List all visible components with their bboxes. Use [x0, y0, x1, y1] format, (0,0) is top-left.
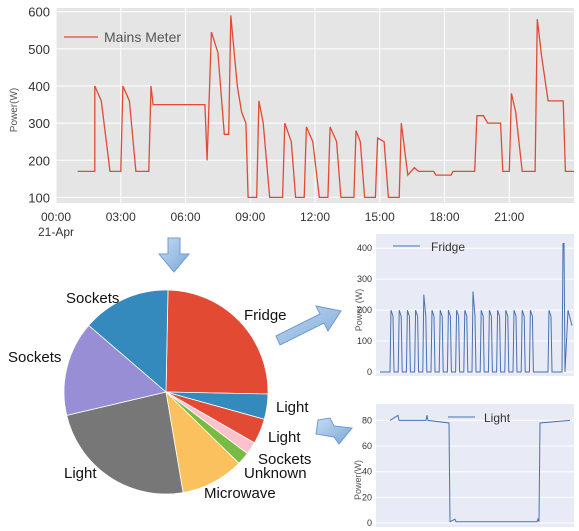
fridge-arrow [275, 305, 342, 346]
mains-x-sublabel: 21-Apr [38, 225, 74, 239]
mains-y-axis-label: Power(W) [9, 88, 20, 132]
fridge-y-ticks: 0 100 200 300 400 [357, 243, 372, 377]
appliance-pie-chart [63, 289, 269, 495]
light-y-axis-label: Power(W) [353, 460, 363, 500]
pie-label-sockets: Sockets [66, 290, 119, 307]
pie-label-sockets: Sockets [8, 349, 61, 366]
mains-x-tick-label: 00:00 [41, 210, 71, 224]
fridge-series-line [380, 243, 573, 373]
mains-series-line [77, 15, 574, 199]
fridge-y-axis-label: Power (W) [354, 289, 364, 332]
light-y-tick-label: 20 [362, 492, 372, 502]
light-legend-label: Light [484, 411, 511, 425]
light-y-tick-label: 60 [362, 441, 372, 451]
mains-y-tick-label: 500 [28, 42, 50, 57]
light-legend: Light [448, 411, 511, 425]
mains-x-tick-label: 21:00 [494, 210, 524, 224]
pie-slice-fridge [165, 289, 269, 395]
fridge-legend: Fridge [393, 240, 465, 254]
mains-y-tick-label: 400 [28, 79, 50, 94]
pie-label-light: Light [64, 465, 97, 482]
fridge-plot-background [376, 234, 574, 376]
mains-x-tick-label: 12:00 [300, 210, 330, 224]
down-arrow [157, 237, 191, 273]
mains-legend: Mains Meter [64, 29, 181, 45]
light-y-tick-label: 0 [367, 518, 372, 528]
mains-x-ticks: 00:00 03:00 06:00 09:00 12:00 15:00 18:00 21:00 [41, 210, 525, 224]
pie-label-light: Light [268, 429, 301, 446]
pie-label-unknown: Unknown [244, 465, 307, 482]
mains-chart: 100 200 300 400 500 600 00:00 03:00 06:00 09:00 1… [9, 5, 574, 239]
light-plot-background [376, 404, 574, 527]
mains-x-tick-label: 09:00 [235, 210, 265, 224]
mains-legend-label: Mains Meter [104, 29, 181, 45]
mains-y-tick-label: 200 [28, 153, 50, 168]
pie-slice-sockets [88, 289, 169, 393]
mains-x-tick-label: 15:00 [365, 210, 395, 224]
fridge-legend-label: Fridge [431, 240, 465, 254]
light-series-line [389, 414, 571, 523]
mains-x-tick-label: 06:00 [170, 210, 200, 224]
fridge-y-tick-label: 300 [357, 274, 372, 284]
light-y-tick-label: 40 [362, 467, 372, 477]
fridge-y-tick-label: 200 [357, 305, 372, 315]
mains-y-ticks: 100 200 300 400 500 600 [28, 5, 50, 206]
pie-slice-light [66, 391, 184, 495]
pie-label-light: Light [276, 399, 309, 416]
fridge-y-tick-label: 400 [357, 243, 372, 253]
pie-label-sockets: Sockets [258, 451, 311, 468]
mains-x-tick-label: 18:00 [429, 210, 459, 224]
light-y-tick-label: 80 [362, 415, 372, 425]
pie-labels: FridgeLightLightSocketsUnknownMicrowaveL… [8, 290, 311, 502]
mains-y-tick-label: 300 [28, 116, 50, 131]
mains-x-tick-label: 03:00 [106, 210, 136, 224]
pie-slice-sockets [63, 324, 167, 416]
light-arrow [315, 417, 353, 445]
fridge-y-tick-label: 100 [357, 336, 372, 346]
fridge-y-tick-label: 0 [367, 367, 372, 377]
mains-y-tick-label: 100 [28, 190, 50, 205]
mains-y-tick-label: 600 [28, 5, 50, 20]
light-chart: 0 20 40 60 80 Power(W) Light [353, 404, 574, 528]
light-grid [376, 419, 574, 524]
pie-label-fridge: Fridge [244, 307, 287, 324]
fridge-chart: 0 100 200 300 400 Power (W) Fridge [354, 234, 574, 377]
pie-label-microwave: Microwave [204, 485, 276, 502]
light-y-ticks: 0 20 40 60 80 [362, 415, 372, 528]
